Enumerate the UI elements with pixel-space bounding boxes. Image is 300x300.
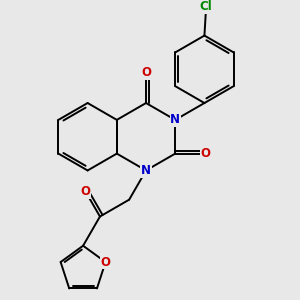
Text: Cl: Cl <box>200 0 212 14</box>
Text: O: O <box>141 66 151 79</box>
Text: O: O <box>81 185 91 198</box>
Text: O: O <box>201 147 211 160</box>
Text: N: N <box>141 164 151 177</box>
Text: N: N <box>170 113 180 126</box>
Text: O: O <box>100 256 110 268</box>
